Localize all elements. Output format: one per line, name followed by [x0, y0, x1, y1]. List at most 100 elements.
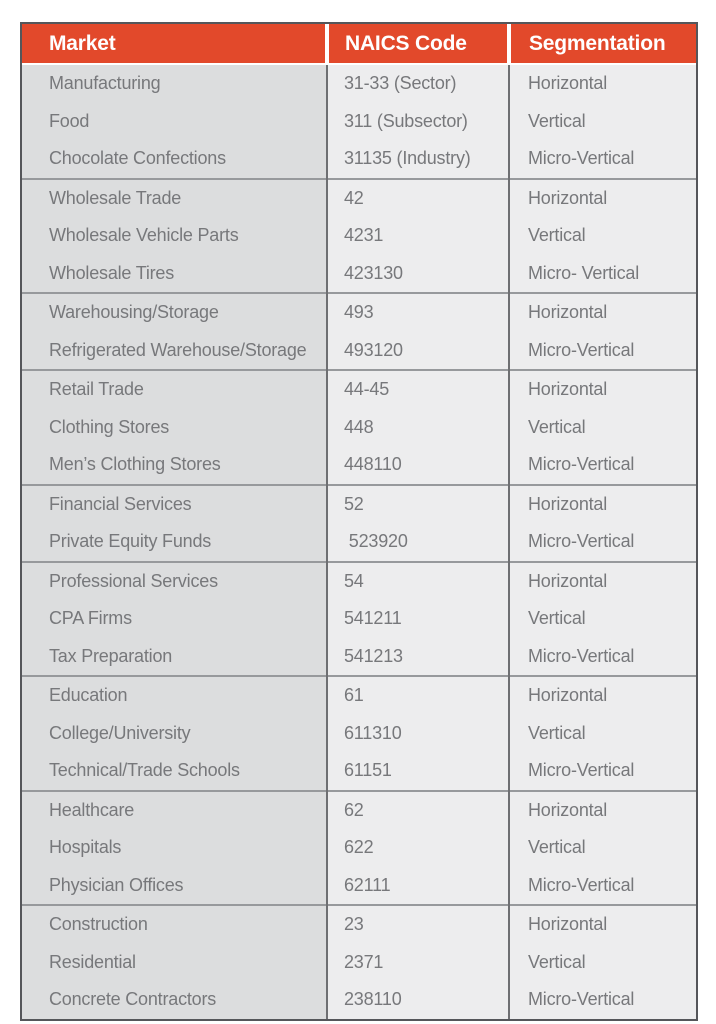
cell-market: Tax Preparation [22, 637, 327, 676]
table-row: Residential 2371 Vertical [22, 943, 696, 981]
cell-naics: 541213 [326, 637, 509, 676]
cell-market: Manufacturing [22, 64, 327, 103]
cell-naics: 622 [326, 829, 509, 867]
table-row: College/University 611310 Vertical [22, 714, 696, 752]
table-row: CPA Firms 541211 Vertical [22, 600, 696, 638]
table-row: Wholesale Trade 42 Horizontal [22, 177, 696, 217]
table-row: Wholesale Tires 423130 Micro- Vertical [22, 254, 696, 293]
table-row: Education 61 Horizontal [22, 675, 696, 715]
cell-naics: 611310 [326, 714, 509, 752]
cell-naics: 62 [326, 789, 509, 829]
cell-naics: 238110 [326, 981, 509, 1019]
cell-naics: 61151 [326, 752, 509, 791]
table-row: Warehousing/Storage 493 Horizontal [22, 292, 696, 332]
cell-naics: 23 [326, 904, 509, 944]
cell-segmentation: Micro-Vertical [508, 140, 696, 179]
header-segmentation: Segmentation [509, 24, 696, 65]
table-row: Construction 23 Horizontal [22, 904, 696, 944]
table-row: Manufacturing 31-33 (Sector) Horizontal [22, 64, 696, 103]
cell-market: Chocolate Confections [22, 140, 327, 179]
cell-market: Refrigerated Warehouse/Storage [22, 331, 327, 370]
cell-market: Men’s Clothing Stores [22, 446, 327, 485]
cell-segmentation: Micro-Vertical [508, 866, 696, 905]
table-group: Education 61 Horizontal College/University 6… [22, 675, 696, 791]
cell-market: Construction [22, 904, 327, 944]
table-row: Clothing Stores 448 Vertical [22, 408, 696, 446]
cell-naics: 2371 [326, 943, 509, 981]
cell-market: Private Equity Funds [22, 523, 327, 562]
cell-segmentation: Micro-Vertical [508, 446, 696, 485]
cell-segmentation: Horizontal [508, 369, 696, 409]
cell-market: Professional Services [22, 560, 327, 600]
table-group: Retail Trade 44-45 Horizontal Clothing Stor… [22, 369, 696, 485]
cell-segmentation: Micro-Vertical [508, 331, 696, 370]
cell-market: Physician Offices [22, 866, 327, 905]
cell-segmentation: Vertical [508, 102, 696, 140]
cell-market: Hospitals [22, 829, 327, 867]
header-naics-code: NAICS Code [327, 24, 511, 65]
table-row: Food 311 (Subsector) Vertical [22, 102, 696, 140]
cell-market: Wholesale Vehicle Parts [22, 217, 327, 255]
table-row: Tax Preparation 541213 Micro-Vertical [22, 637, 696, 676]
cell-naics: 541211 [326, 600, 509, 638]
cell-segmentation: Vertical [508, 943, 696, 981]
table-row: Physician Offices 62111 Micro-Vertical [22, 866, 696, 905]
cell-segmentation: Micro-Vertical [508, 981, 696, 1019]
cell-naics: 448 [326, 408, 509, 446]
header-market: Market [22, 24, 329, 65]
table-row: Chocolate Confections 31135 (Industry) Mic… [22, 140, 696, 179]
cell-segmentation: Horizontal [508, 292, 696, 332]
cell-segmentation: Vertical [508, 217, 696, 255]
cell-market: Retail Trade [22, 369, 327, 409]
table-row: Wholesale Vehicle Parts 4231 Vertical [22, 217, 696, 255]
cell-market: Warehousing/Storage [22, 292, 327, 332]
cell-segmentation: Horizontal [508, 177, 696, 217]
table-header: Market NAICS Code Segmentation [22, 24, 696, 65]
cell-naics: 4231 [326, 217, 509, 255]
cell-naics: 523920 [326, 523, 509, 562]
cell-naics: 44-45 [326, 369, 509, 409]
cell-segmentation: Vertical [508, 408, 696, 446]
cell-naics: 311 (Subsector) [326, 102, 509, 140]
table-group: Healthcare 62 Horizontal Hospitals 622 Vertic… [22, 789, 696, 905]
cell-naics: 493120 [326, 331, 509, 370]
table-group: Manufacturing 31-33 (Sector) Horizontal Foo… [22, 64, 696, 179]
cell-segmentation: Vertical [508, 714, 696, 752]
cell-naics: 54 [326, 560, 509, 600]
cell-segmentation: Horizontal [508, 904, 696, 944]
table-row: Professional Services 54 Horizontal [22, 560, 696, 600]
cell-market: CPA Firms [22, 600, 327, 638]
naics-segmentation-table-frame: Market NAICS Code Segmentation Manufactu… [20, 22, 698, 1021]
cell-naics: 31135 (Industry) [326, 140, 509, 179]
cell-naics: 423130 [326, 254, 509, 293]
table-row: Men’s Clothing Stores 448110 Micro-Vertica… [22, 446, 696, 485]
cell-market: Healthcare [22, 789, 327, 829]
cell-segmentation: Horizontal [508, 789, 696, 829]
cell-market: Wholesale Trade [22, 177, 327, 217]
table-row: Healthcare 62 Horizontal [22, 789, 696, 829]
cell-naics: 42 [326, 177, 509, 217]
cell-naics: 61 [326, 675, 509, 715]
cell-segmentation: Micro-Vertical [508, 523, 696, 562]
cell-market: Concrete Contractors [22, 981, 327, 1019]
cell-naics: 448110 [326, 446, 509, 485]
table-row: Retail Trade 44-45 Horizontal [22, 369, 696, 409]
cell-naics: 62111 [326, 866, 509, 905]
table-group: Construction 23 Horizontal Residential 2371 V… [22, 904, 696, 1019]
table-row: Financial Services 52 Horizontal [22, 483, 696, 523]
cell-naics: 493 [326, 292, 509, 332]
table-row: Private Equity Funds 523920 Micro-Vertica… [22, 523, 696, 562]
cell-market: Clothing Stores [22, 408, 327, 446]
table-row: Hospitals 622 Vertical [22, 829, 696, 867]
cell-segmentation: Vertical [508, 600, 696, 638]
cell-segmentation: Micro-Vertical [508, 752, 696, 791]
header-row: Market NAICS Code Segmentation [22, 24, 696, 65]
cell-segmentation: Horizontal [508, 64, 696, 103]
cell-naics: 52 [326, 483, 509, 523]
cell-segmentation: Horizontal [508, 675, 696, 715]
cell-market: Food [22, 102, 327, 140]
cell-market: College/University [22, 714, 327, 752]
cell-segmentation: Micro- Vertical [508, 254, 696, 293]
cell-market: Education [22, 675, 327, 715]
cell-naics: 31-33 (Sector) [326, 64, 509, 103]
